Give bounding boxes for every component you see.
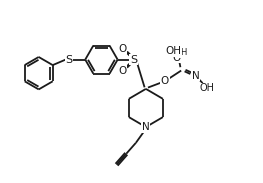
Text: N: N <box>192 71 199 81</box>
Text: H: H <box>172 47 178 56</box>
Text: H: H <box>180 48 186 57</box>
Text: OH: OH <box>165 46 181 56</box>
Text: S: S <box>130 55 137 65</box>
Text: OH: OH <box>200 83 215 93</box>
Text: O: O <box>161 76 169 86</box>
Text: O: O <box>119 66 127 76</box>
Text: O: O <box>172 53 181 63</box>
Text: O: O <box>119 44 127 54</box>
Text: N: N <box>142 122 150 132</box>
Text: S: S <box>66 55 73 65</box>
